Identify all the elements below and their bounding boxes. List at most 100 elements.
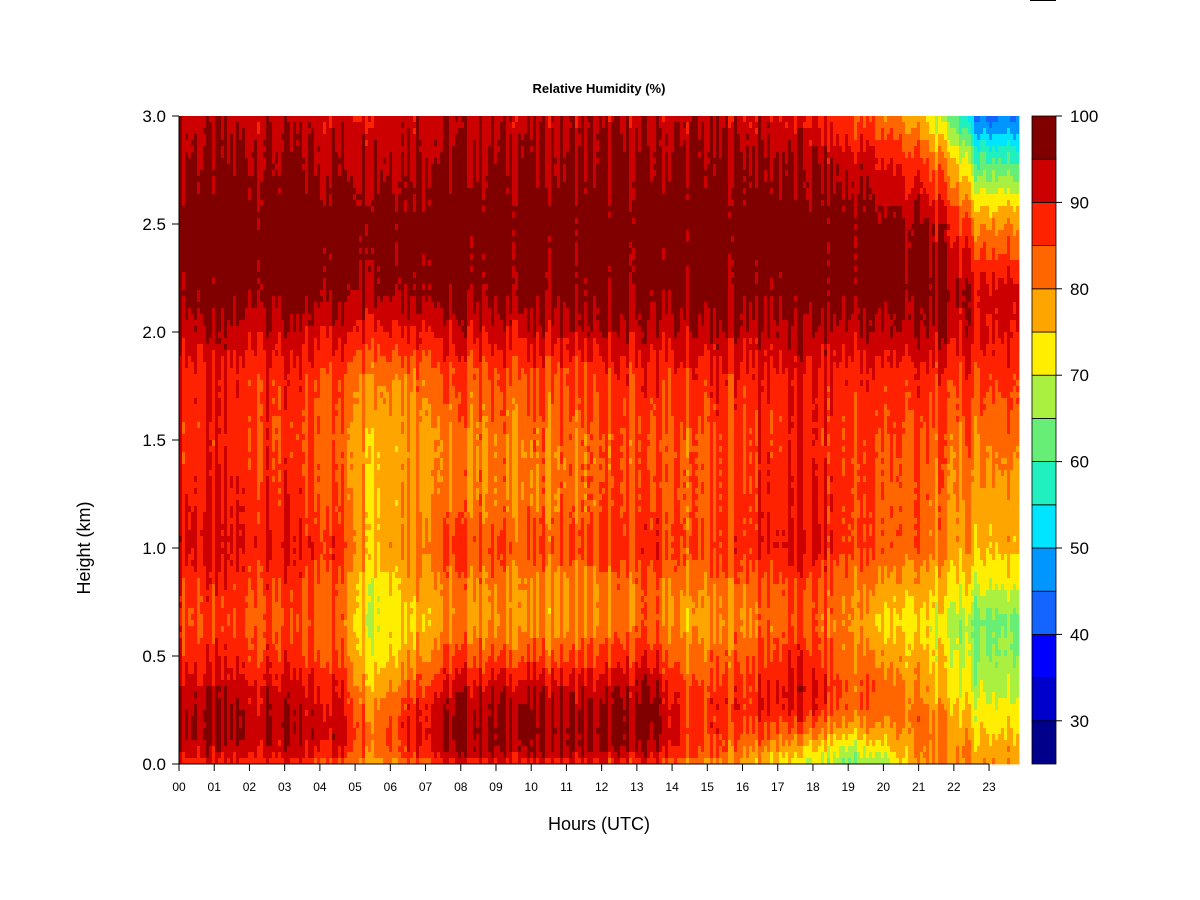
heatmap-cell — [290, 308, 294, 315]
heatmap-cell — [263, 686, 267, 693]
heatmap-cell — [305, 374, 309, 381]
heatmap-cell — [230, 380, 234, 387]
heatmap-cell — [308, 440, 312, 447]
heatmap-cell — [200, 620, 204, 627]
heatmap-cell — [206, 680, 210, 687]
heatmap-cell — [203, 488, 207, 495]
heatmap-cell — [212, 308, 216, 315]
heatmap-cell — [266, 476, 270, 483]
heatmap-cell — [212, 206, 216, 213]
heatmap-cell — [182, 632, 186, 639]
heatmap-cell — [224, 758, 228, 765]
heatmap-cell — [275, 206, 279, 213]
heatmap-cell — [302, 488, 306, 495]
heatmap-cell — [221, 188, 225, 195]
heatmap-cell — [230, 704, 234, 711]
heatmap-cell — [206, 734, 210, 741]
heatmap-cell — [203, 356, 207, 363]
heatmap-cell — [254, 512, 258, 519]
heatmap-cell — [230, 500, 234, 507]
heatmap-cell — [275, 746, 279, 753]
heatmap-cell — [305, 482, 309, 489]
heatmap-cell — [224, 578, 228, 585]
heatmap-cell — [209, 740, 213, 747]
heatmap-cell — [200, 632, 204, 639]
heatmap-cell — [269, 668, 273, 675]
heatmap-cell — [203, 440, 207, 447]
heatmap-cell — [284, 758, 288, 765]
heatmap-cell — [260, 506, 264, 513]
heatmap-cell — [233, 164, 237, 171]
heatmap-cell — [215, 608, 219, 615]
heatmap-cell — [227, 200, 231, 207]
heatmap-cell — [239, 260, 243, 267]
heatmap-cell — [281, 152, 285, 159]
heatmap-cell — [188, 230, 192, 237]
heatmap-cell — [215, 356, 219, 363]
heatmap-cell — [197, 428, 201, 435]
heatmap-cell — [275, 704, 279, 711]
heatmap-cell — [191, 248, 195, 255]
heatmap-cell — [299, 302, 303, 309]
heatmap-cell — [299, 614, 303, 621]
heatmap-cell — [290, 152, 294, 159]
heatmap-cell — [278, 644, 282, 651]
heatmap-cell — [263, 746, 267, 753]
heatmap-cell — [230, 518, 234, 525]
heatmap-cell — [209, 170, 213, 177]
heatmap-cell — [245, 458, 249, 465]
heatmap-cell — [311, 536, 315, 543]
heatmap-cell — [203, 638, 207, 645]
heatmap-cell — [233, 152, 237, 159]
heatmap-cell — [293, 680, 297, 687]
heatmap-cell — [224, 146, 228, 153]
heatmap-cell — [236, 164, 240, 171]
heatmap-cell — [248, 188, 252, 195]
heatmap-cell — [311, 644, 315, 651]
heatmap-cell — [209, 578, 213, 585]
heatmap-cell — [239, 314, 243, 321]
heatmap-cell — [197, 518, 201, 525]
heatmap-cell — [230, 188, 234, 195]
heatmap-cell — [302, 296, 306, 303]
heatmap-cell — [275, 146, 279, 153]
heatmap-cell — [191, 224, 195, 231]
heatmap-cell — [224, 380, 228, 387]
heatmap-cell — [191, 650, 195, 657]
heatmap-cell — [302, 422, 306, 429]
heatmap-cell — [179, 194, 183, 201]
heatmap-cell — [221, 536, 225, 543]
heatmap-cell — [194, 260, 198, 267]
heatmap-cell — [230, 158, 234, 165]
heatmap-cell — [251, 524, 255, 531]
heatmap-cell — [194, 488, 198, 495]
heatmap-cell — [284, 752, 288, 759]
heatmap-cell — [308, 170, 312, 177]
heatmap-cell — [218, 272, 222, 279]
heatmap-cell — [257, 626, 261, 633]
heatmap-cell — [242, 314, 246, 321]
heatmap-cell — [266, 362, 270, 369]
heatmap-cell — [287, 680, 291, 687]
heatmap-cell — [269, 614, 273, 621]
heatmap-cell — [245, 482, 249, 489]
heatmap-cell — [200, 452, 204, 459]
heatmap-cell — [284, 722, 288, 729]
heatmap-cell — [254, 164, 258, 171]
heatmap-cell — [284, 548, 288, 555]
heatmap-cell — [263, 680, 267, 687]
heatmap-cell — [281, 662, 285, 669]
heatmap-cell — [275, 620, 279, 627]
heatmap-cell — [299, 560, 303, 567]
heatmap-cell — [245, 248, 249, 255]
heatmap-cell — [269, 464, 273, 471]
heatmap-cell — [239, 434, 243, 441]
heatmap-cell — [284, 494, 288, 501]
heatmap-cell — [227, 164, 231, 171]
heatmap-cell — [185, 644, 189, 651]
heatmap-cell — [281, 242, 285, 249]
heatmap-cell — [233, 578, 237, 585]
heatmap-cell — [311, 746, 315, 753]
heatmap-cell — [302, 596, 306, 603]
heatmap-cell — [203, 302, 207, 309]
